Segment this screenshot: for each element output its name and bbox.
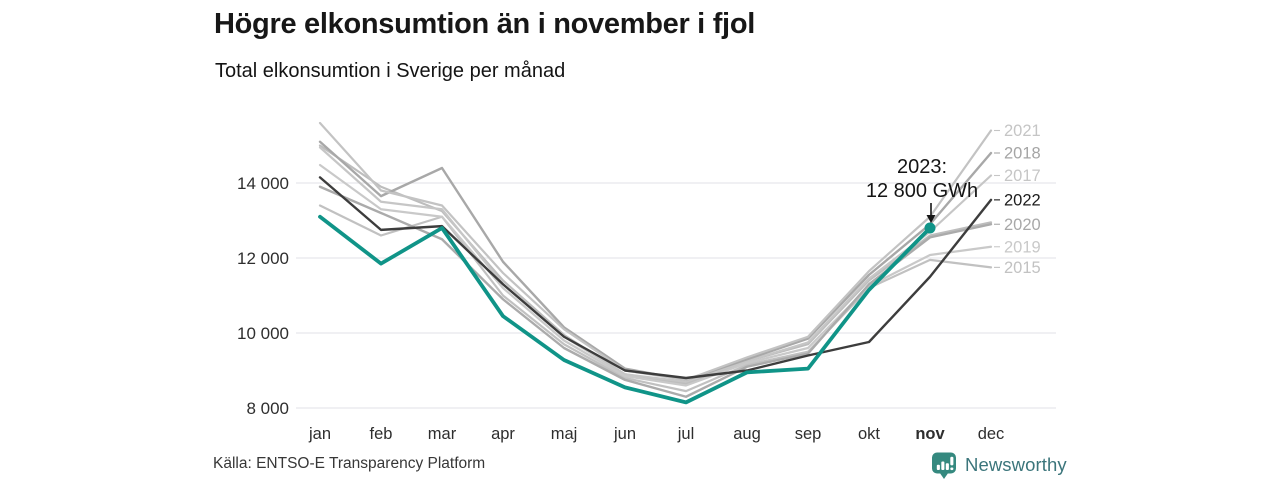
annotation-year: 2023: xyxy=(896,156,948,178)
x-tick-label: okt xyxy=(858,425,880,443)
y-tick-label: 8 000 xyxy=(246,399,289,418)
x-tick-label: feb xyxy=(370,425,393,443)
series-line-2015 xyxy=(318,204,993,393)
series-line-2022 xyxy=(318,176,993,380)
newsworthy-wordmark: Newsworthy xyxy=(965,454,1067,475)
y-tick-label: 14 000 xyxy=(237,174,289,193)
chart-subtitle: Total elkonsumtion i Sverige per månad xyxy=(215,60,566,82)
x-tick-label: apr xyxy=(491,425,515,443)
series-end-label-2019: 2019 xyxy=(1004,238,1041,256)
y-tick-label: 10 000 xyxy=(237,324,289,343)
series-end-label-2015: 2015 xyxy=(1004,259,1041,277)
x-tick-label: jun xyxy=(613,425,636,443)
x-tick-label: maj xyxy=(551,425,578,443)
nov-data-point xyxy=(924,222,936,234)
source-note: Källa: ENTSO-E Transparency Platform xyxy=(213,455,486,472)
x-tick-label: dec xyxy=(978,425,1005,443)
x-tick-label: aug xyxy=(733,425,761,443)
x-tick-label: jan xyxy=(308,425,331,443)
series-line-2023 xyxy=(318,214,932,405)
series-end-label-2018: 2018 xyxy=(1004,145,1041,163)
newsworthy-logo: Newsworthy xyxy=(931,451,1067,479)
series-line-2017 xyxy=(318,146,993,383)
newsworthy-icon xyxy=(932,452,956,479)
series-end-label-2020: 2020 xyxy=(1004,216,1041,234)
x-tick-label: nov xyxy=(915,425,945,443)
page-title: Högre elkonsumtion än i november i fjol xyxy=(214,8,755,40)
series-line-2020 xyxy=(318,185,993,398)
series-end-label-2022: 2022 xyxy=(1004,191,1041,209)
series-end-label-2021: 2021 xyxy=(1004,122,1041,140)
x-tick-label: mar xyxy=(428,425,457,443)
annotation-2023: 2023: 12 800 GWh xyxy=(822,155,1022,203)
annotation-value: 12 800 GWh xyxy=(865,180,979,202)
annotation-arrow-head xyxy=(926,215,936,223)
x-tick-label: sep xyxy=(795,425,822,443)
y-tick-label: 12 000 xyxy=(237,249,289,268)
x-tick-label: jul xyxy=(677,425,695,443)
series-end-label-2017: 2017 xyxy=(1004,167,1041,185)
